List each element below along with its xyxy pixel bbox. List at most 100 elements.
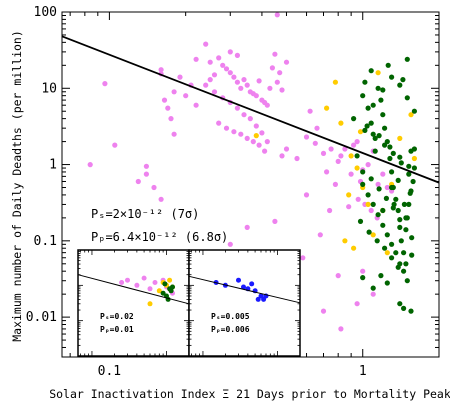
data-point — [360, 268, 366, 274]
data-point — [183, 93, 189, 99]
data-point — [294, 155, 300, 162]
inset-data-point — [241, 284, 246, 290]
data-point — [320, 150, 327, 156]
data-point — [362, 79, 368, 85]
data-point — [158, 67, 164, 73]
data-point — [411, 146, 417, 152]
inset-data-point — [167, 277, 173, 283]
data-point — [380, 87, 386, 93]
data-point — [161, 97, 168, 103]
data-point — [354, 153, 360, 159]
data-point — [403, 215, 409, 221]
data-point — [327, 207, 333, 214]
data-point — [409, 252, 415, 258]
data-point — [389, 169, 395, 175]
data-point — [244, 135, 250, 141]
data-point — [158, 196, 164, 202]
data-point — [411, 155, 417, 162]
data-point — [384, 280, 390, 286]
inset-frame — [77, 249, 190, 357]
data-point — [335, 273, 341, 279]
data-point — [406, 163, 412, 169]
y-tick-label: 0.1 — [34, 234, 57, 249]
data-point — [372, 135, 378, 141]
data-point — [253, 93, 259, 99]
data-point — [370, 131, 376, 137]
data-point — [387, 144, 393, 150]
inset-data-point — [255, 296, 261, 302]
data-point — [365, 201, 371, 207]
data-point — [380, 112, 386, 118]
data-point — [403, 227, 409, 233]
data-point — [231, 129, 237, 135]
data-point — [389, 74, 395, 80]
inset-data-point — [249, 281, 255, 287]
data-point — [380, 171, 386, 177]
data-point — [398, 160, 404, 166]
data-point — [360, 169, 366, 175]
data-point — [253, 123, 259, 129]
data-point — [168, 116, 174, 122]
inset-annotation-ps: Pₛ=0.005 — [211, 312, 250, 321]
data-point — [391, 201, 397, 207]
data-point — [227, 70, 233, 76]
data-point — [384, 232, 390, 238]
inset-data-point — [147, 286, 153, 292]
data-point — [383, 195, 389, 201]
data-point — [403, 261, 409, 267]
data-point — [223, 125, 230, 131]
data-point — [372, 148, 378, 154]
data-point — [370, 201, 376, 207]
data-point — [87, 162, 93, 168]
annotation-pp: Pₚ=6.4×10⁻¹² (6.8σ) — [91, 230, 228, 244]
y-tick-label: 1 — [49, 158, 57, 173]
data-point — [397, 82, 403, 88]
data-point — [374, 238, 380, 244]
data-point — [360, 93, 366, 99]
data-point — [378, 273, 384, 279]
inset-frame — [188, 249, 301, 357]
data-point — [143, 163, 149, 169]
fit-line — [61, 35, 440, 184]
data-point — [283, 59, 290, 65]
data-point — [410, 178, 416, 185]
data-point — [335, 158, 341, 164]
inset-data-point — [170, 284, 175, 290]
data-point — [231, 74, 237, 80]
inset-annotation-ps: Pₛ=0.02 — [100, 312, 134, 321]
data-point — [365, 105, 371, 111]
data-point — [404, 95, 410, 101]
data-point — [241, 112, 247, 118]
data-point — [375, 70, 381, 76]
data-point — [370, 291, 376, 297]
data-point — [401, 201, 407, 207]
data-point — [216, 55, 222, 61]
inset-data-point — [160, 290, 166, 296]
data-point — [250, 139, 256, 145]
data-point — [338, 153, 344, 159]
data-point — [382, 245, 388, 251]
data-point — [365, 162, 371, 168]
inset-data-point — [261, 296, 267, 302]
data-point — [348, 171, 354, 177]
data-point — [259, 130, 265, 136]
data-point — [370, 285, 376, 291]
data-point — [376, 186, 382, 192]
data-point — [397, 217, 403, 223]
data-point — [404, 278, 410, 284]
data-point — [375, 181, 381, 187]
data-point — [407, 190, 413, 196]
data-point — [408, 112, 414, 118]
data-point — [390, 150, 396, 156]
data-point — [378, 97, 384, 103]
data-point — [207, 59, 213, 65]
data-point — [338, 326, 344, 332]
x-tick-label: 0.1 — [98, 364, 121, 379]
data-point — [365, 192, 371, 198]
data-point — [411, 108, 417, 114]
inset-data-point — [147, 301, 153, 307]
x-axis-label: Solar Inactivation Index Ξ 21 Days prior… — [49, 387, 450, 401]
data-point — [398, 238, 404, 244]
data-point — [223, 66, 230, 72]
data-point — [393, 196, 399, 202]
